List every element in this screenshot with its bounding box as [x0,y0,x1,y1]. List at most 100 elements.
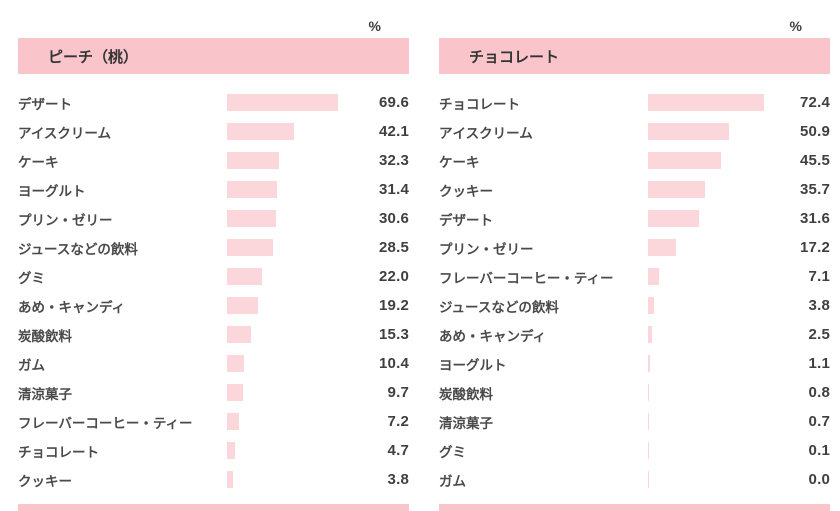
category-label: 炭酸飲料 [18,328,72,344]
value-label: 0.1 [808,442,830,459]
bar-track [648,210,776,227]
value-label: 28.5 [379,239,409,256]
bar-track [227,471,355,488]
chart-row: ヨーグルト 1.1 [439,349,830,378]
chart-rows: チョコレート 72.4 アイスクリーム 50.9 ケーキ 45.5 クッキー 3… [439,74,830,502]
chart-row: クッキー 35.7 [439,175,830,204]
chart-row: アイスクリーム 50.9 [439,117,830,146]
category-label: 清涼菓子 [439,415,493,431]
bar [648,239,676,256]
chart-row: 清涼菓子 9.7 [18,378,409,407]
chart-rows: デザート 69.6 アイスクリーム 42.1 ケーキ 32.3 ヨーグルト 31… [18,74,409,502]
category-label: クッキー [439,183,493,199]
bar [227,384,243,401]
category-label: プリン・ゼリー [439,241,534,257]
bar-track [648,181,776,198]
bar-track [227,210,355,227]
bar [227,210,276,227]
bar [227,297,258,314]
value-label: 7.2 [387,413,409,430]
category-label: ケーキ [18,154,59,170]
bar [648,210,699,227]
value-label: 1.1 [808,355,830,372]
chart-row: プリン・ゼリー 30.6 [18,204,409,233]
chart-row: ガム 10.4 [18,349,409,378]
bar-track [227,413,355,430]
category-label: クッキー [18,473,72,489]
value-label: 32.3 [379,152,409,169]
chart-row: ヨーグルト 31.4 [18,175,409,204]
value-label: 35.7 [800,181,830,198]
bar-track [648,326,776,343]
chart-row: アイスクリーム 42.1 [18,117,409,146]
value-label: 2.5 [808,326,830,343]
bar-track [648,239,776,256]
chart-row: あめ・キャンディ 2.5 [439,320,830,349]
bar [648,355,650,372]
category-label: アイスクリーム [439,125,533,141]
category-label: ジュースなどの飲料 [18,241,138,257]
bar-track [648,297,776,314]
bar-track [648,413,776,430]
chart-row: プリン・ゼリー 17.2 [439,233,830,262]
bar [227,355,244,372]
bar-track [227,326,355,343]
category-label: チョコレート [439,96,520,112]
bar-track [648,268,776,285]
chart-row: ジュースなどの飲料 3.8 [439,291,830,320]
chart-row: フレーバーコーヒー・ティー 7.2 [18,407,409,436]
value-label: 50.9 [800,123,830,140]
category-label: グミ [439,444,466,460]
bar-track [648,123,776,140]
bar-track [227,152,355,169]
bar [648,123,730,140]
bar-track [648,471,776,488]
value-label: 31.4 [379,181,409,198]
value-label: 15.3 [379,326,409,343]
chart-title: ピーチ（桃） [18,38,409,74]
category-label: ジュースなどの飲料 [439,299,559,315]
chart-row: ジュースなどの飲料 28.5 [18,233,409,262]
category-label: あめ・キャンディ [18,299,126,315]
bar [648,326,652,343]
bar-track [227,384,355,401]
bar [227,181,278,198]
value-label: 9.7 [387,384,409,401]
value-label: 0.0 [808,471,830,488]
chart-row: デザート 31.6 [439,204,830,233]
bar [648,471,649,488]
category-label: あめ・キャンディ [439,328,547,344]
category-label: フレーバーコーヒー・ティー [439,270,614,286]
bar [648,297,655,314]
bar [227,268,263,285]
bar-track [648,355,776,372]
bar-track [227,239,355,256]
bar-track [227,355,355,372]
chart-row: ケーキ 32.3 [18,146,409,175]
category-label: ヨーグルト [439,357,507,373]
category-label: 清涼菓子 [18,386,72,402]
category-label: デザート [439,212,493,228]
chart-row: チョコレート 72.4 [439,88,830,117]
category-label: 炭酸飲料 [439,386,493,402]
cropped-next-header-strip [18,504,409,511]
bar [648,94,764,111]
chart-row: クッキー 3.8 [18,465,409,494]
category-label: ケーキ [439,154,480,170]
bar-track [648,442,776,459]
category-label: アイスクリーム [18,125,112,141]
value-label: 7.1 [808,268,830,285]
bar [648,268,660,285]
category-label: ガム [18,357,45,373]
value-label: 22.0 [379,268,409,285]
bar-track [227,123,355,140]
value-label: 45.5 [800,152,830,169]
bar-track [227,94,355,111]
chart-row: あめ・キャンディ 19.2 [18,291,409,320]
chart-row: 清涼菓子 0.7 [439,407,830,436]
chart-row: ケーキ 45.5 [439,146,830,175]
unit-label: % [368,18,381,34]
value-label: 30.6 [379,210,409,227]
chart-row: 炭酸飲料 0.8 [439,378,830,407]
